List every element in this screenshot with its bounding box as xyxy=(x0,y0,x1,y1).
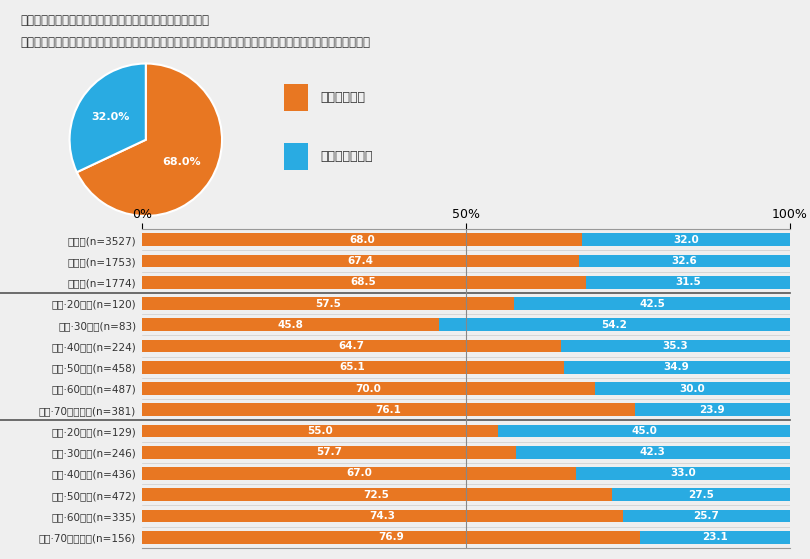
Bar xyxy=(623,510,790,522)
Text: 図表　「あなたはインターネット・通信販売を利用する際、: 図表 「あなたはインターネット・通信販売を利用する際、 xyxy=(20,14,209,27)
Text: 27.5: 27.5 xyxy=(688,490,714,500)
Text: 宅配にかかっている労力やコスト（距離、再配達）を意識していますか。　（お答えは１つ）」への回答: 宅配にかかっている労力やコスト（距離、再配達）を意識していますか。 （お答えは１… xyxy=(20,36,370,49)
Text: 65.1: 65.1 xyxy=(340,362,365,372)
Wedge shape xyxy=(77,64,222,216)
Bar xyxy=(582,234,790,246)
Text: 57.5: 57.5 xyxy=(315,299,341,309)
Bar xyxy=(564,361,790,373)
Bar xyxy=(612,489,790,501)
Text: 74.3: 74.3 xyxy=(369,511,395,521)
Text: 31.5: 31.5 xyxy=(675,277,701,287)
FancyBboxPatch shape xyxy=(284,84,308,111)
Bar xyxy=(595,382,790,395)
Bar xyxy=(514,297,790,310)
Bar xyxy=(586,276,790,288)
Text: 42.5: 42.5 xyxy=(639,299,665,309)
Bar xyxy=(576,467,790,480)
Text: 76.1: 76.1 xyxy=(375,405,401,415)
Text: 68.0: 68.0 xyxy=(349,235,375,245)
Text: 67.0: 67.0 xyxy=(346,468,372,479)
Bar xyxy=(142,297,514,310)
Wedge shape xyxy=(70,64,146,172)
Text: 55.0: 55.0 xyxy=(307,426,333,436)
Bar xyxy=(142,340,561,352)
Bar xyxy=(635,404,790,416)
Text: 45.8: 45.8 xyxy=(277,320,303,330)
FancyBboxPatch shape xyxy=(284,143,308,170)
Text: 32.0: 32.0 xyxy=(673,235,699,245)
Text: 57.7: 57.7 xyxy=(316,447,342,457)
Text: 34.9: 34.9 xyxy=(664,362,689,372)
Bar xyxy=(142,361,564,373)
Text: 35.3: 35.3 xyxy=(663,341,688,351)
Bar xyxy=(438,319,790,331)
Text: 32.0%: 32.0% xyxy=(92,112,130,122)
Text: 54.2: 54.2 xyxy=(601,320,627,330)
Bar xyxy=(142,382,595,395)
Bar xyxy=(516,446,790,458)
Text: 64.7: 64.7 xyxy=(339,341,364,351)
Text: 25.7: 25.7 xyxy=(693,511,719,521)
Text: 意識していない: 意識していない xyxy=(320,150,373,163)
Bar xyxy=(142,255,578,267)
Bar xyxy=(578,255,790,267)
Text: 42.3: 42.3 xyxy=(640,447,666,457)
Bar xyxy=(640,531,790,543)
Text: 意識している: 意識している xyxy=(320,91,365,105)
Text: 33.0: 33.0 xyxy=(670,468,696,479)
Text: 23.1: 23.1 xyxy=(702,532,727,542)
Text: 72.5: 72.5 xyxy=(364,490,390,500)
Bar xyxy=(561,340,790,352)
Bar xyxy=(142,319,438,331)
Text: 70.0: 70.0 xyxy=(356,383,382,394)
Text: 32.6: 32.6 xyxy=(671,256,697,266)
Text: 68.5: 68.5 xyxy=(351,277,377,287)
Bar xyxy=(142,404,635,416)
Bar xyxy=(142,446,516,458)
Bar xyxy=(142,276,586,288)
Bar xyxy=(142,425,498,437)
Text: 23.9: 23.9 xyxy=(700,405,725,415)
Bar xyxy=(142,234,582,246)
Text: 68.0%: 68.0% xyxy=(162,157,201,167)
Text: 45.0: 45.0 xyxy=(631,426,657,436)
Bar xyxy=(142,467,576,480)
Text: 30.0: 30.0 xyxy=(680,383,706,394)
Text: 67.4: 67.4 xyxy=(347,256,373,266)
Bar xyxy=(142,489,612,501)
Text: 76.9: 76.9 xyxy=(378,532,403,542)
Bar xyxy=(142,531,640,543)
Bar xyxy=(142,510,623,522)
Bar xyxy=(498,425,790,437)
